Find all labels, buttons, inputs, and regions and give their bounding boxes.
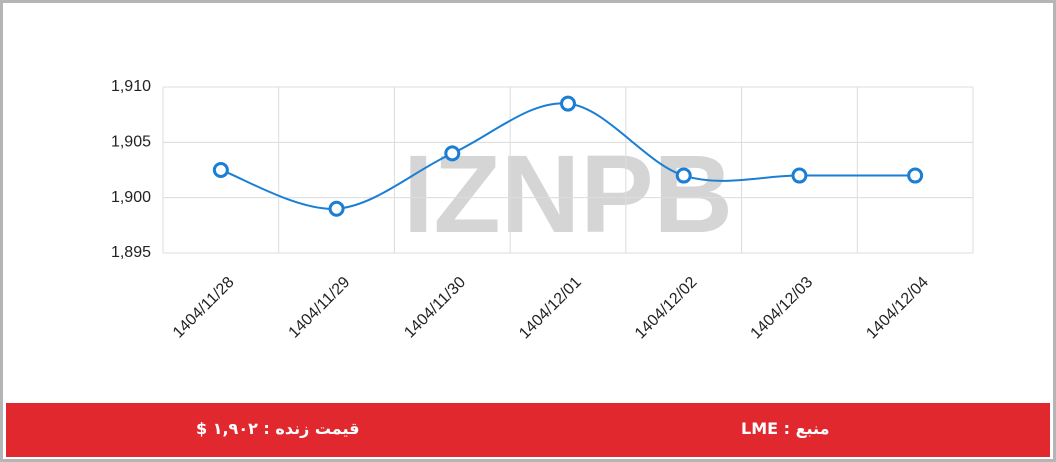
x-tick-label: 1404/12/02 [632,274,701,343]
y-tick-label: 1,900 [111,189,151,206]
live-price: قیمت زنده : ۱,۹۰۲ $ [196,419,360,438]
x-tick-label: 1404/11/29 [286,274,354,342]
y-tick-label: 1,905 [111,134,151,151]
point [560,95,576,112]
point [907,167,924,184]
footer: قیمت زنده : ۱,۹۰۲ $ منبع : LME [6,403,1050,457]
x-tick-label: 1404/12/04 [863,274,932,343]
point [791,167,808,184]
x-tick-label: 1404/11/28 [170,274,238,342]
point [444,145,461,162]
point [212,162,229,178]
source: منبع : LME [741,419,830,438]
x-tick-label: 1404/12/03 [748,274,817,343]
x-tick-label: 1404/12/01 [516,274,585,343]
y-tick-label: 1,910 [111,78,151,95]
point [675,167,692,184]
x-tick-label: 1404/11/30 [401,274,469,342]
y-tick-label: 1,895 [111,244,151,261]
point [328,200,345,217]
